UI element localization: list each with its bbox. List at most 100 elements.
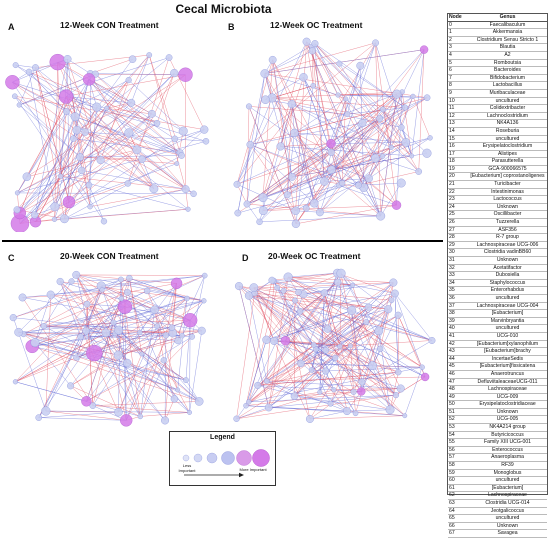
table-cell-genus: IncertaeSedis	[468, 355, 547, 363]
network-edge	[246, 345, 314, 406]
network-node	[397, 179, 406, 188]
network-node	[104, 106, 109, 111]
network-node	[372, 40, 378, 46]
network-node	[353, 411, 358, 416]
network-node	[250, 283, 258, 291]
table-cell-node: 51	[448, 408, 468, 416]
network-node	[337, 344, 342, 349]
network-node	[254, 382, 261, 389]
table-cell-node: 9	[448, 89, 468, 97]
network-edge	[263, 60, 273, 198]
network-node	[303, 205, 309, 211]
network-node	[138, 414, 143, 419]
table-cell-node: 48	[448, 386, 468, 394]
table-cell-genus: Lachnospiraceae UCG-006	[468, 241, 547, 249]
table-cell-genus: [Eubacterium]	[468, 484, 547, 492]
table-cell-genus: Enterococcus	[468, 446, 547, 454]
table-cell-genus: Clostridia vadinBB60	[468, 249, 547, 257]
network-node	[297, 360, 304, 367]
network-node	[23, 173, 31, 181]
table-cell-genus: Intestinimonas	[468, 188, 547, 196]
network-node	[154, 120, 160, 126]
panel-divider	[2, 240, 443, 242]
network-node	[391, 290, 398, 297]
network-node	[133, 146, 141, 154]
table-cell-genus: Muribaculaceae	[468, 89, 547, 97]
network-node	[421, 373, 429, 381]
network-node	[70, 136, 76, 142]
table-cell-genus: Akkermansia	[468, 29, 547, 37]
network-node	[297, 309, 303, 315]
network-node	[202, 273, 207, 278]
network-node	[101, 218, 107, 224]
network-node	[389, 145, 394, 150]
network-node	[13, 379, 18, 384]
network-edge	[247, 119, 380, 204]
network-node	[169, 325, 175, 331]
table-cell-node: 24	[448, 203, 468, 211]
table-cell-node: 43	[448, 348, 468, 356]
table-cell-genus: Anaeroplasma	[468, 454, 547, 462]
table-header-node: Node	[448, 14, 468, 21]
network-node	[292, 220, 300, 228]
table-cell-node: 52	[448, 416, 468, 424]
network-graph-a	[2, 32, 220, 232]
panel-b-letter: B	[228, 22, 235, 32]
network-node	[246, 104, 252, 110]
legend-circle-3	[207, 453, 217, 463]
network-node	[420, 365, 425, 370]
network-node	[395, 312, 402, 319]
network-node	[163, 332, 169, 338]
network-node	[187, 410, 192, 415]
network-node	[125, 128, 134, 137]
network-node	[328, 149, 335, 156]
table-cell-node: 56	[448, 446, 468, 454]
network-node	[357, 387, 365, 395]
network-node	[270, 337, 278, 345]
network-node	[50, 54, 66, 70]
network-node	[69, 279, 75, 285]
table-cell-node: 62	[448, 492, 468, 500]
network-edge	[312, 46, 346, 98]
table-cell-node: 17	[448, 150, 468, 158]
network-node	[78, 167, 85, 174]
network-node	[82, 327, 89, 334]
network-node	[292, 207, 300, 215]
network-node	[126, 77, 132, 83]
network-node	[180, 333, 185, 338]
network-node	[357, 62, 365, 70]
network-node	[120, 414, 132, 426]
network-node	[392, 90, 401, 99]
network-node	[63, 108, 69, 114]
network-edge	[127, 283, 176, 292]
table-cell-genus: DefluviitaleaceaeUCG-011	[468, 378, 547, 386]
table-cell-node: 1	[448, 29, 468, 37]
table-cell-node: 33	[448, 272, 468, 280]
table-row: 43[Eubacterium]brachy	[448, 348, 547, 356]
network-node	[92, 103, 101, 112]
network-node	[324, 326, 331, 333]
network-node	[179, 127, 188, 136]
network-node	[339, 180, 345, 186]
table-cell-genus: Clostridia UCG-014	[468, 500, 547, 508]
network-node	[13, 62, 19, 68]
table-cell-genus: Oscillibacter	[468, 211, 547, 219]
network-edge	[35, 295, 51, 343]
